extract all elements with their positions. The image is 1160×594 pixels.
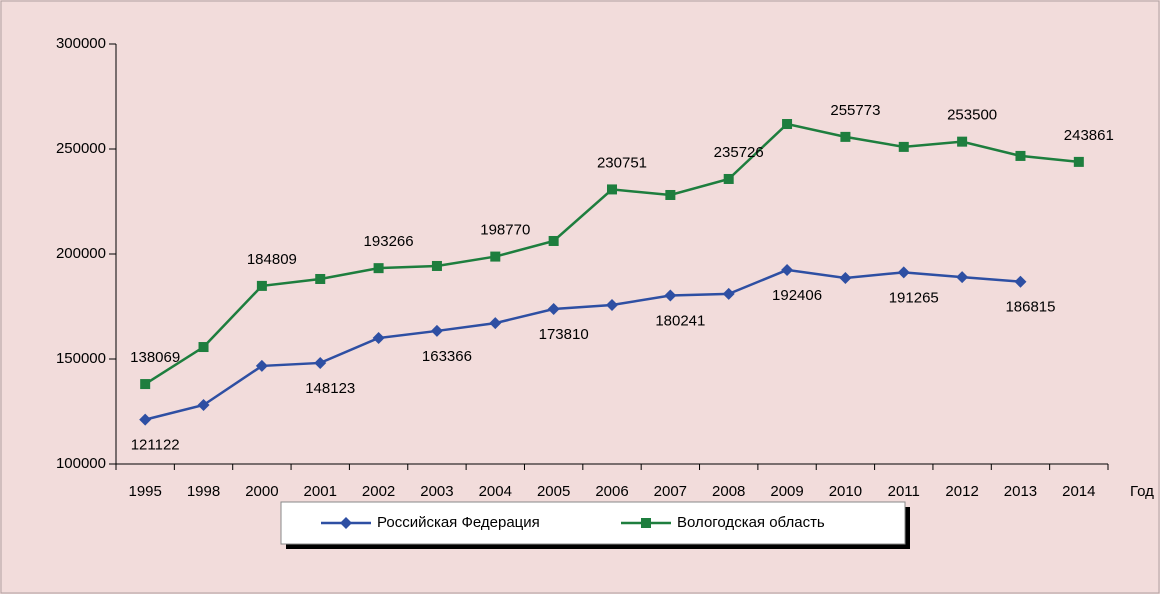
data-label: 163366 [422,348,472,365]
x-tick-label: 2002 [362,483,395,500]
x-axis-label: Год [1130,483,1154,500]
legend-label: Российская Федерация [377,514,540,531]
point [431,260,442,271]
point [490,251,501,262]
series-line [144,268,1021,421]
point [606,299,618,312]
y-tick-label: 300000 [56,35,106,52]
x-tick-label: 2000 [245,483,278,500]
data-label: 198770 [480,222,530,239]
y-tick-label: 200000 [56,245,106,262]
data-label: 121122 [131,437,180,454]
point [373,263,384,274]
data-label: 138069 [130,349,180,366]
x-tick-label: 2008 [712,483,745,500]
data-label: 193266 [364,233,414,250]
x-tick-label: 2005 [537,483,570,500]
point [723,173,734,184]
x-tick-label: 1995 [128,483,161,500]
point [839,271,852,284]
x-tick-label: 2001 [304,483,337,500]
data-label: 148123 [305,380,355,397]
data-label: 184809 [247,251,297,268]
point [1014,275,1027,288]
x-tick-label: 2011 [888,483,920,500]
data-label: 230751 [597,154,647,171]
data-label: 186815 [1005,299,1055,316]
point [197,398,210,411]
point [840,131,851,142]
point [198,342,209,353]
data-label: 243861 [1064,127,1114,144]
data-label: 235726 [714,144,764,161]
x-tick-label: 2014 [1062,483,1095,500]
y-tick-label: 100000 [56,455,106,472]
point [372,332,385,344]
point [956,271,969,284]
data-label: 255773 [830,102,880,119]
x-tick-label: 2013 [1004,483,1037,500]
x-tick-label: 2009 [770,483,803,500]
x-tick-label: 2006 [595,483,628,500]
data-label: 173810 [539,326,589,343]
point [1073,156,1084,167]
point [548,235,559,246]
x-tick-label: 2003 [420,483,453,500]
point [255,359,268,372]
point [547,302,560,315]
data-label: 253500 [947,107,997,124]
x-tick-label: 1998 [187,483,220,500]
y-tick-label: 250000 [56,140,106,157]
point [782,119,793,130]
data-label: 192406 [772,287,822,304]
point [607,184,617,195]
legend-box [280,501,906,545]
legend-marker [340,517,352,529]
point [430,324,443,337]
x-tick-label: 2004 [479,483,512,500]
data-label: 180241 [655,312,705,329]
point [781,263,794,276]
y-tick-label: 150000 [56,350,106,367]
point [315,273,326,284]
point [256,280,267,291]
point [957,136,968,147]
point [489,317,502,330]
point [664,289,677,302]
x-tick-label: 2012 [945,483,978,500]
x-tick-label: 2010 [829,483,862,500]
point [897,266,910,279]
legend-marker [641,518,651,528]
point [665,189,676,200]
data-label: 191265 [889,289,939,306]
point [1015,150,1026,161]
legend-label: Вологодская область [677,514,825,531]
point [898,141,909,152]
point [140,379,151,390]
point [314,356,327,369]
point [722,287,735,300]
x-tick-label: 2007 [654,483,687,500]
point [139,413,152,426]
